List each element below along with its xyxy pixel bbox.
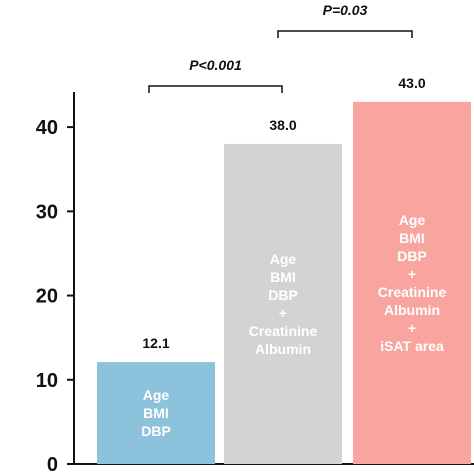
chart-value-labels: 12.1 Age BMI DBP 38.0 Age BMI DBP + Creatinine Alb… [141, 75, 446, 439]
bar-1 [97, 362, 215, 464]
y-tick-label: 10 [36, 370, 58, 392]
bar-3-text-line: Creatinine [378, 284, 447, 300]
bar-3-text-line: iSAT area [380, 338, 444, 354]
value-label-3: 43.0 [398, 75, 425, 91]
y-tick-label: 20 [36, 286, 58, 308]
bar-3 [353, 101, 471, 464]
value-label-2: 38.0 [269, 117, 296, 133]
bar-3-text-line: + [408, 266, 416, 282]
bar-2-text-line: Creatinine [249, 323, 318, 339]
bar-2-text-line: BMI [270, 269, 296, 285]
bar-3-text-line: BMI [399, 230, 425, 246]
chart-annotations: P<0.001 P=0.03 [148, 2, 413, 93]
bar-2-text-line: Age [270, 251, 297, 267]
bar-2-text-line: DBP [268, 287, 298, 303]
bar-2-text-line: + [279, 305, 287, 321]
value-label-1: 12.1 [142, 335, 169, 351]
bar-3-text-line: DBP [397, 248, 427, 264]
bar-2 [224, 143, 342, 464]
bar-3-text-line: + [408, 320, 416, 336]
y-tick-label: 0 [47, 454, 58, 474]
significance-bracket-1 [148, 85, 283, 93]
p-value-label-2: P=0.03 [323, 2, 368, 18]
p-value-label-1: P<0.001 [189, 57, 242, 73]
bar-1-text-line: DBP [141, 423, 171, 439]
bar-1-text-line: Age [143, 387, 170, 403]
y-tick-label: 40 [36, 117, 58, 139]
bar-3-text-line: Albumin [384, 302, 440, 318]
chart-bars [97, 101, 471, 464]
bar-1-text-line: BMI [143, 405, 169, 421]
bar-3-text-line: Age [399, 212, 426, 228]
significance-bracket-2 [277, 30, 413, 38]
y-tick-label: 30 [36, 201, 58, 223]
bar-2-text-line: Albumin [255, 341, 311, 357]
